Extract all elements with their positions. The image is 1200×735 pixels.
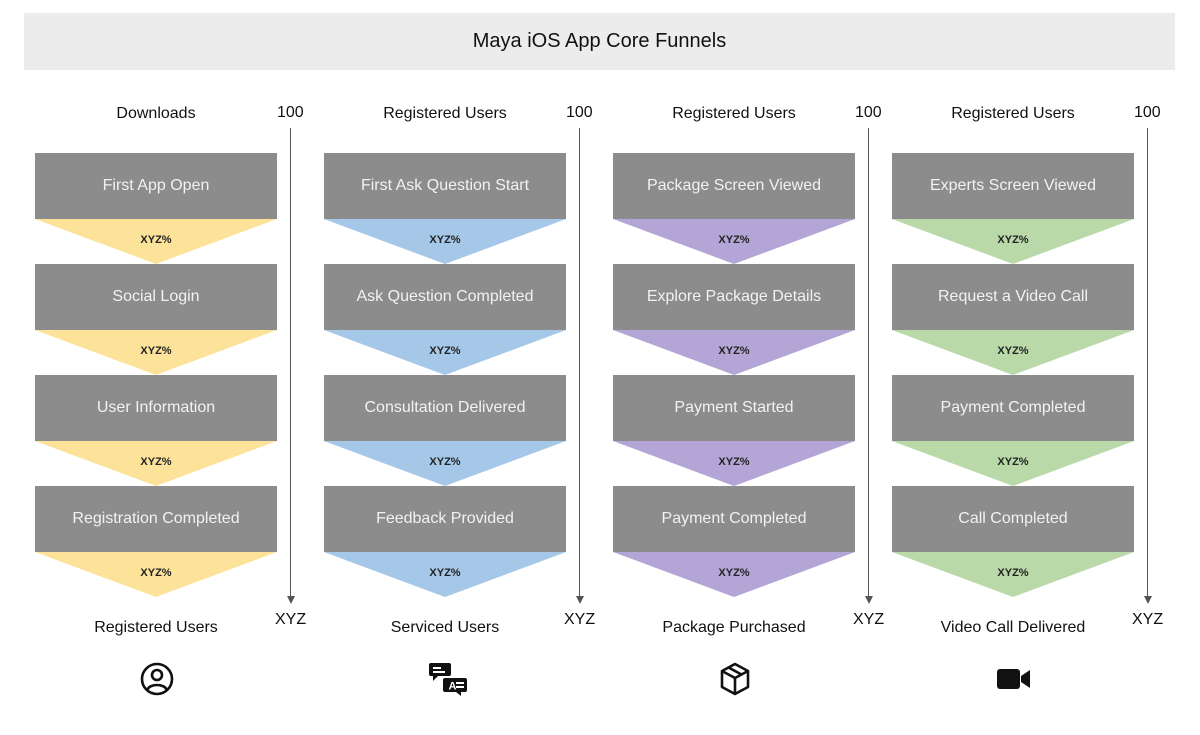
funnel-axis-arrow (1143, 596, 1152, 604)
funnel-step: Explore Package Details XYZ% (613, 264, 855, 375)
funnel-end-value: XYZ (853, 611, 885, 628)
funnel-step: First Ask Question Start XYZ% (324, 153, 566, 264)
funnel-conversion-percent: XYZ% (140, 234, 172, 246)
funnel-conversion-triangle (324, 441, 566, 486)
funnel-bottom-label: Video Call Delivered (940, 619, 1086, 636)
funnel-step: Payment Completed XYZ% (613, 486, 855, 597)
funnel-axis-line (1147, 128, 1148, 598)
funnel-axis-arrow (286, 596, 295, 604)
funnel-conversion-triangle (324, 552, 566, 597)
funnel-step-box: Payment Started (613, 375, 855, 441)
funnel-conversion-triangle (324, 330, 566, 375)
funnel-conversion-percent: XYZ% (718, 567, 750, 579)
funnel-conversion-percent: XYZ% (718, 456, 750, 468)
funnel-conversion-triangle (613, 330, 855, 375)
funnel-step-box: Package Screen Viewed (613, 153, 855, 219)
funnel-top-label: Registered Users (951, 105, 1075, 122)
svg-text:A: A (449, 681, 457, 693)
funnel-start-value: 100 (1134, 104, 1161, 121)
funnel-conversion-percent: XYZ% (997, 234, 1029, 246)
funnel-end-value: XYZ (1132, 611, 1164, 628)
funnel-bottom-label: Registered Users (94, 619, 218, 636)
funnel-servicing: Registered Users 100 XYZ Serviced Users … (324, 0, 614, 735)
funnel-conversion-triangle (613, 441, 855, 486)
funnel-step-box: Ask Question Completed (324, 264, 566, 330)
funnel-video-call: Registered Users 100 XYZ Video Call Deli… (892, 0, 1182, 735)
funnel-step-box: Payment Completed (613, 486, 855, 552)
funnel-conversion-triangle (613, 552, 855, 597)
funnel-conversion-triangle (324, 219, 566, 264)
funnel-start-value: 100 (566, 104, 593, 121)
funnel-top-label: Downloads (116, 105, 196, 122)
funnel-step-box: User Information (35, 375, 277, 441)
funnel-conversion-percent: XYZ% (429, 567, 461, 579)
funnel-step-box: First App Open (35, 153, 277, 219)
funnel-conversion-percent: XYZ% (140, 456, 172, 468)
funnel-conversion-percent: XYZ% (429, 234, 461, 246)
funnel-registration: Downloads 100 XYZ Registered Users First… (35, 0, 325, 735)
video-camera-icon (996, 661, 1032, 697)
funnel-step: Registration Completed XYZ% (35, 486, 277, 597)
funnel-step-box: Request a Video Call (892, 264, 1134, 330)
funnel-step: Request a Video Call XYZ% (892, 264, 1134, 375)
funnel-step-box: Call Completed (892, 486, 1134, 552)
funnel-top-label: Registered Users (672, 105, 796, 122)
funnel-conversion-percent: XYZ% (718, 345, 750, 357)
funnel-step: Call Completed XYZ% (892, 486, 1134, 597)
package-box-icon (717, 661, 753, 697)
funnel-step-box: Registration Completed (35, 486, 277, 552)
funnel-conversion-triangle (892, 552, 1134, 597)
funnel-conversion-percent: XYZ% (997, 456, 1029, 468)
funnel-step: Ask Question Completed XYZ% (324, 264, 566, 375)
funnel-step: First App Open XYZ% (35, 153, 277, 264)
funnel-step-box: Consultation Delivered (324, 375, 566, 441)
funnel-step: Package Screen Viewed XYZ% (613, 153, 855, 264)
funnel-conversion-triangle (35, 441, 277, 486)
funnel-step: User Information XYZ% (35, 375, 277, 486)
funnel-axis-arrow (864, 596, 873, 604)
funnel-end-value: XYZ (275, 611, 307, 628)
funnel-axis-line (579, 128, 580, 598)
funnel-bottom-label: Serviced Users (390, 619, 500, 636)
funnel-step-box: Explore Package Details (613, 264, 855, 330)
funnel-conversion-percent: XYZ% (997, 567, 1029, 579)
question-answer-icon: A (428, 661, 467, 697)
funnel-package: Registered Users 100 XYZ Package Purchas… (613, 0, 903, 735)
funnel-step-box: Payment Completed (892, 375, 1134, 441)
funnel-step-box: Experts Screen Viewed (892, 153, 1134, 219)
page-title: Maya iOS App Core Funnels (24, 13, 1175, 70)
funnel-conversion-triangle (892, 441, 1134, 486)
funnel-start-value: 100 (855, 104, 882, 121)
funnel-step: Feedback Provided XYZ% (324, 486, 566, 597)
user-circle-icon (139, 661, 175, 697)
funnel-step: Social Login XYZ% (35, 264, 277, 375)
funnel-conversion-triangle (613, 219, 855, 264)
funnel-step: Experts Screen Viewed XYZ% (892, 153, 1134, 264)
funnel-conversion-triangle (892, 330, 1134, 375)
funnel-conversion-percent: XYZ% (429, 456, 461, 468)
funnel-step-box: Social Login (35, 264, 277, 330)
funnel-conversion-percent: XYZ% (140, 567, 172, 579)
funnel-step: Consultation Delivered XYZ% (324, 375, 566, 486)
funnel-top-label: Registered Users (383, 105, 507, 122)
funnel-conversion-percent: XYZ% (429, 345, 461, 357)
funnel-conversion-triangle (35, 552, 277, 597)
funnel-conversion-triangle (892, 219, 1134, 264)
funnel-conversion-triangle (35, 330, 277, 375)
funnel-bottom-label: Package Purchased (662, 619, 806, 636)
funnel-end-value: XYZ (564, 611, 596, 628)
funnel-conversion-triangle (35, 219, 277, 264)
funnel-step-box: Feedback Provided (324, 486, 566, 552)
funnel-conversion-percent: XYZ% (140, 345, 172, 357)
funnel-conversion-percent: XYZ% (718, 234, 750, 246)
funnel-start-value: 100 (277, 104, 304, 121)
funnel-conversion-percent: XYZ% (997, 345, 1029, 357)
funnel-axis-line (868, 128, 869, 598)
funnel-step-box: First Ask Question Start (324, 153, 566, 219)
funnel-axis-arrow (575, 596, 584, 604)
funnel-step: Payment Completed XYZ% (892, 375, 1134, 486)
funnel-step: Payment Started XYZ% (613, 375, 855, 486)
funnel-axis-line (290, 128, 291, 598)
